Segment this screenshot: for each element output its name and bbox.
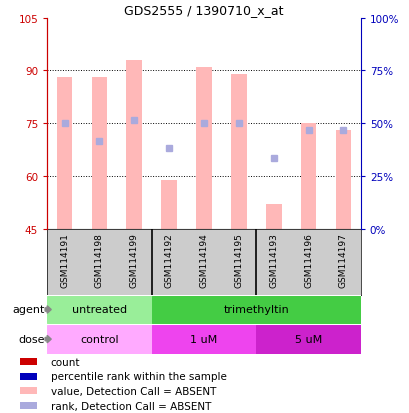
Bar xyxy=(117,229,151,295)
Text: value, Detection Call = ABSENT: value, Detection Call = ABSENT xyxy=(51,386,216,396)
Text: agent: agent xyxy=(13,305,45,315)
Text: GSM114195: GSM114195 xyxy=(234,233,243,287)
Text: dose: dose xyxy=(18,334,45,344)
Bar xyxy=(20,387,37,394)
Text: untreated: untreated xyxy=(72,305,127,315)
Text: GSM114199: GSM114199 xyxy=(130,233,138,287)
Title: GDS2555 / 1390710_x_at: GDS2555 / 1390710_x_at xyxy=(124,5,283,17)
Text: GSM114194: GSM114194 xyxy=(199,233,208,287)
Bar xyxy=(126,61,142,229)
Bar xyxy=(151,229,186,295)
Bar xyxy=(47,296,151,324)
Bar xyxy=(325,229,360,295)
Bar xyxy=(256,325,360,354)
Text: trimethyltin: trimethyltin xyxy=(223,305,288,315)
Text: rank, Detection Call = ABSENT: rank, Detection Call = ABSENT xyxy=(51,401,211,411)
Bar xyxy=(196,68,211,229)
Text: 5 uM: 5 uM xyxy=(294,334,321,344)
Text: 1 uM: 1 uM xyxy=(190,334,217,344)
Bar xyxy=(47,325,151,354)
Text: GSM114198: GSM114198 xyxy=(95,233,103,287)
Text: control: control xyxy=(80,334,119,344)
Bar xyxy=(256,229,290,295)
Bar xyxy=(186,229,221,295)
Bar xyxy=(47,229,82,295)
Bar xyxy=(20,402,37,409)
Text: GSM114192: GSM114192 xyxy=(164,233,173,287)
Bar xyxy=(151,296,360,324)
Bar xyxy=(290,229,325,295)
Bar xyxy=(265,204,281,229)
Bar xyxy=(221,229,256,295)
Bar xyxy=(161,180,177,229)
Text: GSM114191: GSM114191 xyxy=(60,233,69,287)
Bar xyxy=(56,78,72,229)
Text: GSM114197: GSM114197 xyxy=(338,233,347,287)
Bar xyxy=(91,78,107,229)
Text: count: count xyxy=(51,357,80,367)
Text: GSM114196: GSM114196 xyxy=(303,233,312,287)
Text: GSM114193: GSM114193 xyxy=(269,233,277,287)
Bar xyxy=(230,75,246,229)
Bar xyxy=(151,325,256,354)
Bar xyxy=(82,229,117,295)
Text: percentile rank within the sample: percentile rank within the sample xyxy=(51,371,226,381)
Bar xyxy=(300,124,316,229)
Bar xyxy=(20,358,37,365)
Bar xyxy=(335,131,351,229)
Bar xyxy=(20,373,37,380)
